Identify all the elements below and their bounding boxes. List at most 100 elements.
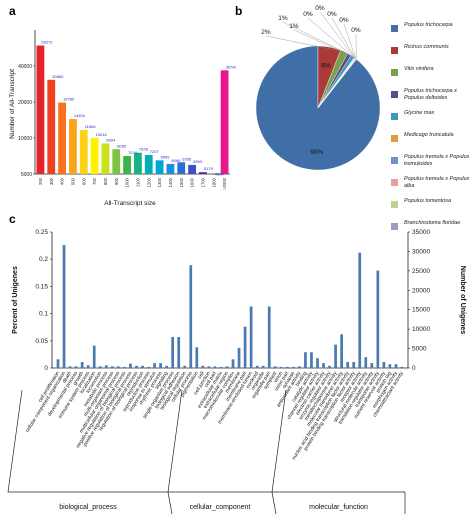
bar-value-label: 5179	[204, 166, 214, 171]
category-divider	[167, 491, 173, 515]
y-tick-label-right: 30000	[412, 248, 430, 255]
y-tick-label: 5000	[21, 172, 32, 178]
value-labels: 59272 30660 19780 14404 11666 100168994805070…	[41, 40, 236, 177]
category-bracket	[167, 389, 272, 493]
bar	[261, 365, 265, 368]
pie-label: 0%	[315, 5, 325, 12]
bar	[141, 365, 144, 368]
pie-slices	[255, 45, 381, 171]
legend-swatch	[391, 135, 398, 142]
bar	[79, 129, 88, 174]
bar	[36, 45, 45, 174]
bar-value-label: 4684	[215, 171, 225, 176]
bar	[322, 363, 325, 368]
pie-slice	[317, 58, 357, 109]
y-axis-title: Number of All-Transcript	[9, 69, 16, 139]
bar-value-label: 6505	[161, 154, 171, 159]
bar-value-label: 6265	[182, 156, 192, 161]
bar	[101, 143, 110, 174]
pie-label: 0%	[327, 11, 337, 18]
y-tick-label-right: 20000	[412, 287, 430, 294]
category-label: molecular_function	[309, 504, 368, 511]
bar	[58, 102, 66, 174]
x-tick-label: 600	[81, 177, 86, 185]
y-ticks-left: 0 0.05 0.1 0.15 0.2 0.25	[35, 229, 52, 372]
y-tick-label: 40000	[18, 64, 32, 70]
y-tick-label-right: 35000	[412, 229, 430, 236]
bar	[165, 365, 168, 368]
bar	[249, 306, 253, 368]
bar	[273, 366, 277, 368]
y-tick-label: 10000	[18, 136, 32, 142]
legend-item: Populus tomentosa	[391, 198, 474, 220]
bar	[370, 363, 374, 368]
x-tick-label: 1500	[179, 177, 184, 187]
bar-value-label: 7528	[139, 147, 149, 152]
legend-label: Populus tremula x Populus alba	[404, 176, 470, 189]
y-tick-label-left: 0.1	[39, 311, 48, 318]
legend-label: Medicago truncatula	[404, 132, 454, 138]
x-tick-label: 1800	[211, 177, 216, 187]
pie-labels: 90%6%2%1%1%0%0%0%0%0%	[261, 5, 361, 156]
bar	[159, 363, 162, 368]
bar	[285, 366, 289, 368]
x-tick-label: 1100	[135, 177, 140, 187]
bar	[376, 270, 380, 368]
category-bracket	[7, 389, 168, 493]
bar	[231, 359, 235, 368]
x-tick-label: 1200	[146, 177, 151, 187]
x-axis-title: All-Transcript size	[104, 200, 156, 207]
bar	[382, 362, 386, 368]
bar	[56, 359, 60, 368]
bar	[352, 362, 356, 368]
bars	[36, 45, 229, 174]
legend-item: Populus trichocarpa x Populus deltoides	[391, 88, 474, 110]
pie-label: 90%	[310, 149, 323, 156]
y-tick-label-left: 0.25	[35, 229, 48, 236]
pie-label: 1%	[289, 23, 299, 30]
category-label: biological_process	[59, 504, 117, 511]
bar	[220, 70, 229, 174]
bar	[183, 365, 187, 368]
bar-value-label: 11666	[85, 124, 97, 129]
category-bracket	[271, 389, 405, 493]
legend-label: Populus trichocarpa x Populus deltoides	[404, 88, 457, 101]
bar	[310, 352, 313, 368]
pie-label: 1%	[278, 15, 288, 22]
legend-label: Branchiostoma floridae	[404, 220, 461, 226]
bar	[316, 358, 319, 368]
y-tick-label-left: 0	[44, 365, 48, 372]
y-tick-label: 20000	[18, 100, 32, 106]
bar	[340, 334, 343, 368]
legend-swatch	[391, 179, 398, 186]
bar	[171, 336, 175, 368]
legend-label: Populus tomentosa	[404, 198, 452, 204]
y-tick-label-left: 0.05	[35, 338, 48, 345]
bar	[112, 149, 121, 174]
bar	[328, 365, 331, 368]
legend-item: Populus tremula x Populus alba	[391, 176, 474, 198]
bar	[155, 160, 164, 174]
legend-swatch	[391, 223, 398, 230]
pie-leader-line	[343, 23, 356, 59]
panel-letter-a: a	[9, 4, 16, 18]
category-brackets	[7, 389, 406, 515]
legend-item: Populus trichocarpa	[391, 22, 474, 44]
bar	[225, 366, 229, 368]
x-tick-label: 500	[70, 177, 75, 185]
bar	[68, 366, 72, 368]
bar	[104, 365, 108, 368]
species-pie-chart: 90%6%2%1%1%0%0%0%0%0%	[255, 5, 381, 171]
y-tick-label-right: 10000	[412, 326, 430, 333]
term-label: death	[61, 370, 73, 384]
bar-value-label: 14404	[74, 113, 86, 118]
transcript-size-bar-chart: 5000 10000 20000 40000 59272 30660 19780 14404…	[9, 30, 236, 207]
y-tick-label-left: 0.15	[35, 283, 48, 290]
category-divider	[271, 491, 277, 515]
bar	[147, 366, 150, 368]
term-label: virion	[273, 370, 285, 383]
x-tick-label: 300	[49, 177, 54, 185]
category-label: cellular_component	[190, 504, 251, 511]
x-tick-label: >2000	[222, 177, 227, 189]
pie-label: 0%	[351, 27, 361, 34]
